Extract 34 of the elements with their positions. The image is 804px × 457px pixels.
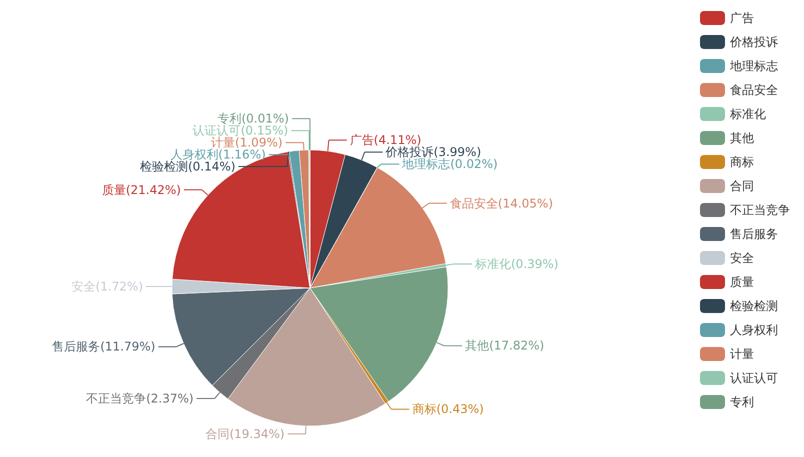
data-label: 地理标志(0.02%) [401,157,498,172]
data-label: 计量(1.09%) [211,136,283,150]
legend-label: 其他 [730,131,754,145]
data-label: 广告(4.11%) [350,133,422,148]
legend-label: 售后服务 [730,227,778,241]
legend-label: 人身权利 [730,323,778,337]
legend-label: 不正当竞争 [730,203,790,217]
legend-label: 专利 [730,395,754,409]
data-label: 标准化(0.39%) [474,256,558,271]
legend-label: 价格投诉 [729,35,778,49]
data-label: 价格投诉(3.99%) [384,145,482,160]
legend-label: 标准化 [729,107,766,121]
legend-label: 商标 [730,155,754,169]
legend-label: 合同 [730,179,754,193]
data-label: 人身权利(1.16%) [170,148,266,162]
legend-label: 广告 [730,11,754,25]
legend-label: 安全 [730,251,754,265]
data-label: 质量(21.42%) [102,182,181,197]
data-label: 合同(19.34%) [205,426,285,441]
data-label: 不正当竞争(2.37%) [86,392,194,406]
legend-label: 地理标志 [729,59,778,73]
data-label: 安全(1.72%) [72,279,144,294]
data-label: 其他(17.82%) [465,338,544,353]
legend-label: 计量 [730,347,754,361]
legend-label: 认证认可 [730,371,778,385]
data-label: 检验检测(0.14%) [140,160,236,174]
data-label: 认证认可(0.15%) [192,124,288,138]
data-label: 专利(0.01%) [217,112,289,126]
legend-label: 食品安全 [730,83,778,97]
data-label: 食品安全(14.05%) [450,196,554,210]
legend-label: 检验检测 [730,299,778,313]
legend-label: 质量 [730,275,754,289]
data-label: 售后服务(11.79%) [52,340,156,354]
data-label: 商标(0.43%) [412,402,484,416]
